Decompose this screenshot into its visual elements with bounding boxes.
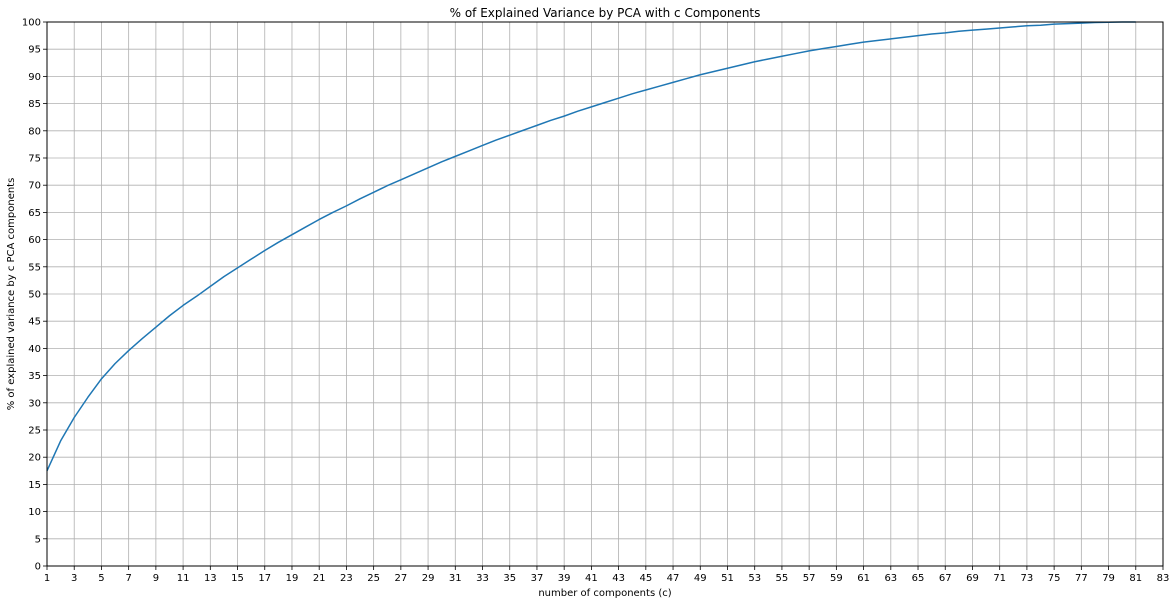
x-tick-label: 47: [667, 573, 680, 584]
y-tick-label: 0: [35, 562, 41, 573]
y-tick-label: 5: [35, 534, 41, 545]
variance-line: [46, 21, 1136, 472]
x-tick-label: 41: [585, 573, 598, 584]
y-tick-label: 10: [28, 507, 41, 518]
x-tick-label: 31: [449, 573, 462, 584]
y-tick-label: 30: [28, 398, 41, 409]
x-tick-label: 33: [476, 573, 489, 584]
x-tick-label: 55: [776, 573, 789, 584]
x-tick-label: 23: [340, 573, 353, 584]
x-tick-label: 45: [639, 573, 652, 584]
x-tick-label: 79: [1102, 573, 1115, 584]
x-tick-label: 15: [231, 573, 244, 584]
x-tick-label: 71: [993, 573, 1006, 584]
x-tick-label: 53: [748, 573, 761, 584]
x-tick-label: 21: [313, 573, 326, 584]
y-axis-label: % of explained variance by c PCA compone…: [6, 178, 17, 411]
x-axis-label: number of components (c): [538, 588, 671, 599]
x-tick-label: 51: [721, 573, 734, 584]
x-tick-label: 11: [177, 573, 190, 584]
x-tick-label: 73: [1021, 573, 1034, 584]
x-tick-label: 9: [153, 573, 159, 584]
x-tick-label: 37: [531, 573, 544, 584]
y-tick-label: 100: [22, 18, 41, 29]
x-tick-label: 83: [1157, 573, 1170, 584]
y-tick-label: 15: [28, 480, 41, 491]
x-tick-label: 61: [857, 573, 870, 584]
y-tick-label: 90: [28, 72, 41, 83]
y-tick-label: 55: [28, 262, 41, 273]
y-tick-label: 60: [28, 235, 41, 246]
y-tick-label: 70: [28, 181, 41, 192]
y-tick-label: 75: [28, 154, 41, 165]
x-tick-label: 39: [558, 573, 571, 584]
x-tick-label: 7: [125, 573, 131, 584]
y-axis-ticks: 0 5 10 15 20 25 30 35 40 45 50 55 60 65 70 75 80 85 90 95 10…: [22, 18, 47, 573]
x-tick-label: 75: [1048, 573, 1061, 584]
x-tick-label: 3: [71, 573, 77, 584]
y-tick-label: 20: [28, 453, 41, 464]
y-tick-label: 35: [28, 371, 41, 382]
x-tick-label: 5: [98, 573, 104, 584]
x-tick-label: 49: [694, 573, 707, 584]
x-tick-label: 65: [912, 573, 925, 584]
y-tick-label: 45: [28, 317, 41, 328]
grid-lines: [46, 21, 1164, 567]
x-tick-label: 81: [1129, 573, 1142, 584]
x-tick-label: 17: [258, 573, 271, 584]
x-tick-label: 29: [422, 573, 435, 584]
x-tick-label: 63: [884, 573, 897, 584]
x-tick-label: 43: [612, 573, 625, 584]
y-tick-label: 95: [28, 45, 41, 56]
x-tick-label: 67: [939, 573, 952, 584]
y-tick-label: 65: [28, 208, 41, 219]
x-tick-label: 35: [503, 573, 516, 584]
x-tick-label: 77: [1075, 573, 1088, 584]
x-tick-label: 25: [367, 573, 380, 584]
y-tick-label: 85: [28, 99, 41, 110]
x-tick-label: 59: [830, 573, 843, 584]
x-axis-ticks: 1 3 5 7 9 11 13 15 17 19 21 23 25 27 29 31 33 35 37 39 41 43 4…: [44, 566, 1170, 584]
x-tick-label: 13: [204, 573, 217, 584]
y-tick-label: 25: [28, 426, 41, 437]
x-tick-label: 27: [394, 573, 407, 584]
x-tick-label: 19: [286, 573, 299, 584]
y-tick-label: 50: [28, 290, 41, 301]
x-tick-label: 69: [966, 573, 979, 584]
y-tick-label: 40: [28, 344, 41, 355]
data-series: [46, 21, 1136, 472]
y-tick-label: 80: [28, 126, 41, 137]
chart-title: % of Explained Variance by PCA with c Co…: [450, 6, 761, 20]
x-tick-label: 57: [803, 573, 816, 584]
x-tick-label: 1: [44, 573, 50, 584]
